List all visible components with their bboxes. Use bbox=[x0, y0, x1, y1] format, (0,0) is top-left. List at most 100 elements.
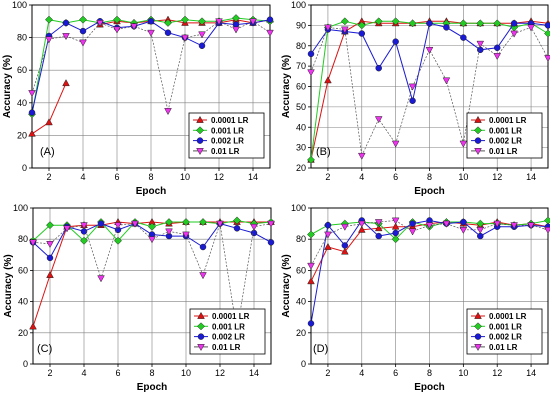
data-point bbox=[182, 231, 190, 239]
chart-panel-3: 2 4 6 8 10 12 14 0 20 40 60 80 100 Epoch Accuracy (%) (… bbox=[3, 203, 275, 393]
data-point bbox=[28, 129, 36, 137]
panel-label: (C) bbox=[37, 343, 52, 355]
y-tick-label: 80 bbox=[296, 234, 306, 244]
data-point bbox=[341, 247, 349, 255]
y-tick-label: 100 bbox=[12, 0, 27, 10]
x-tick-label: 14 bbox=[526, 368, 536, 378]
data-point bbox=[443, 24, 450, 31]
data-point bbox=[113, 15, 121, 24]
legend-entry-label: 0.002 LR bbox=[489, 137, 522, 146]
series-0-01-lr bbox=[29, 220, 275, 336]
data-point bbox=[46, 221, 54, 230]
data-point bbox=[341, 223, 349, 231]
data-point bbox=[148, 222, 156, 231]
data-point bbox=[409, 220, 416, 227]
data-point bbox=[147, 29, 155, 37]
series-line bbox=[310, 26, 549, 158]
data-point bbox=[148, 236, 156, 244]
x-tick-label: 4 bbox=[80, 172, 85, 182]
x-tick-label: 14 bbox=[249, 368, 259, 378]
panel-label: (B) bbox=[316, 146, 331, 158]
data-point bbox=[408, 228, 417, 236]
data-point bbox=[392, 38, 399, 45]
data-point bbox=[307, 155, 315, 164]
legend-entry-label: 0.0001 LR bbox=[211, 116, 249, 125]
data-point bbox=[113, 26, 121, 34]
data-point bbox=[544, 216, 550, 225]
x-tick-label: 6 bbox=[114, 172, 119, 182]
x-tick-label: 2 bbox=[325, 172, 330, 182]
data-point bbox=[374, 116, 383, 124]
legend-swatch-marker bbox=[197, 344, 205, 352]
data-point bbox=[357, 220, 366, 228]
data-point bbox=[267, 239, 275, 246]
x-tick-label: 4 bbox=[81, 368, 86, 378]
data-point bbox=[374, 219, 383, 227]
legend-swatch-marker bbox=[197, 322, 205, 331]
data-point bbox=[232, 26, 240, 34]
x-tick-label: 6 bbox=[115, 368, 120, 378]
data-point bbox=[79, 39, 87, 47]
series-0-01-lr bbox=[28, 18, 274, 116]
legend: 0.0001 LR0.001 LR 0.002 LR0.01 LR bbox=[466, 308, 543, 355]
x-axis-title: Epoch bbox=[414, 382, 445, 393]
data-point bbox=[324, 76, 332, 84]
y-tick-label: 20 bbox=[296, 328, 306, 338]
x-tick-label: 10 bbox=[181, 368, 191, 378]
data-point bbox=[391, 217, 400, 225]
legend-swatch-marker bbox=[196, 137, 204, 144]
data-point bbox=[357, 225, 366, 233]
data-point bbox=[391, 140, 400, 148]
data-point bbox=[426, 20, 433, 27]
x-tick-label: 8 bbox=[427, 368, 432, 378]
y-tick-label: 60 bbox=[18, 265, 28, 275]
data-point bbox=[527, 24, 535, 32]
data-point bbox=[199, 272, 207, 280]
x-tick-label: 10 bbox=[180, 172, 190, 182]
data-point bbox=[198, 17, 206, 26]
data-point bbox=[527, 222, 535, 230]
data-point bbox=[267, 220, 275, 228]
legend: 0.0001 LR0.001 LR 0.002 LR0.01 LR bbox=[188, 112, 265, 159]
data-point bbox=[215, 18, 223, 26]
data-point bbox=[216, 220, 224, 228]
series-0-002-lr bbox=[307, 20, 550, 105]
data-point bbox=[199, 243, 207, 251]
data-point bbox=[307, 262, 315, 270]
legend-swatch-marker bbox=[197, 333, 205, 340]
data-point bbox=[79, 15, 87, 24]
data-point bbox=[510, 30, 518, 38]
data-point bbox=[357, 152, 366, 160]
y-tick-label: 0 bbox=[22, 163, 27, 173]
x-tick-label: 12 bbox=[492, 368, 502, 378]
legend-entry-label: 0.001 LR bbox=[212, 322, 245, 331]
legend-entry-label: 0.002 LR bbox=[212, 333, 245, 342]
data-point bbox=[409, 97, 416, 105]
data-point bbox=[442, 220, 451, 228]
data-point bbox=[45, 118, 53, 126]
y-tick-label: 60 bbox=[17, 65, 27, 75]
data-point bbox=[459, 140, 468, 148]
x-tick-label: 6 bbox=[393, 172, 398, 182]
y-tick-label: 20 bbox=[296, 163, 306, 173]
chart-panel-2: 2 4 6 8 10 12 14 20 30 40 50 60 70 80 90 100 Epoch Accura… bbox=[281, 0, 550, 197]
chart-panel-1: 2 4 6 8 10 12 14 0 20 40 60 80 100 Epoch Accuracy (%) (… bbox=[2, 0, 274, 197]
data-point bbox=[544, 22, 550, 29]
y-tick-label: 40 bbox=[296, 122, 306, 132]
data-point bbox=[62, 33, 70, 41]
data-point bbox=[341, 26, 349, 34]
data-point bbox=[425, 46, 434, 54]
series-line bbox=[32, 223, 272, 332]
data-point bbox=[62, 19, 70, 27]
data-point bbox=[46, 241, 54, 248]
legend-entry-label: 0.002 LR bbox=[489, 333, 522, 342]
data-point bbox=[459, 19, 468, 28]
data-point bbox=[544, 29, 550, 38]
data-point bbox=[375, 64, 382, 72]
data-point bbox=[62, 79, 70, 87]
x-tick-label: 4 bbox=[359, 172, 364, 182]
x-tick-label: 12 bbox=[492, 172, 502, 182]
legend-swatch-marker bbox=[474, 137, 482, 144]
panel-label: (A) bbox=[40, 146, 55, 158]
